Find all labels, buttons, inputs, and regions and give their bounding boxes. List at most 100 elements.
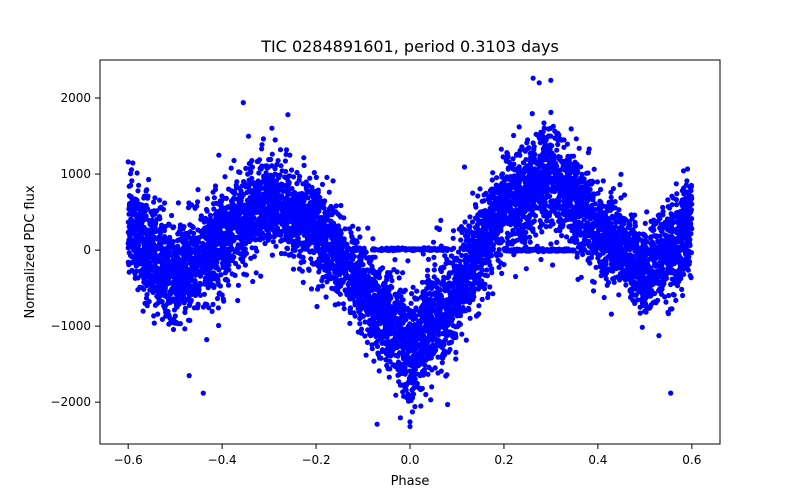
data-point bbox=[681, 191, 687, 197]
data-point bbox=[347, 320, 353, 326]
data-point bbox=[259, 146, 265, 152]
data-point bbox=[610, 276, 616, 282]
data-point bbox=[337, 291, 343, 297]
data-point bbox=[308, 256, 314, 262]
data-point bbox=[290, 266, 297, 272]
data-point bbox=[134, 170, 140, 176]
data-point bbox=[401, 393, 407, 399]
data-point bbox=[210, 301, 216, 307]
data-point bbox=[487, 262, 493, 268]
data-point bbox=[517, 152, 523, 158]
data-point bbox=[316, 284, 322, 290]
data-point bbox=[447, 260, 453, 266]
data-point bbox=[307, 175, 313, 181]
data-point bbox=[670, 195, 676, 201]
data-point bbox=[330, 178, 336, 184]
data-point bbox=[522, 221, 528, 227]
data-point bbox=[621, 192, 628, 198]
data-point bbox=[459, 331, 465, 337]
data-point bbox=[432, 262, 438, 268]
data-point bbox=[527, 239, 533, 245]
data-point bbox=[296, 266, 303, 272]
data-point bbox=[498, 146, 504, 152]
data-point bbox=[333, 203, 339, 209]
data-point bbox=[455, 249, 462, 255]
data-point bbox=[256, 157, 263, 163]
data-point bbox=[362, 333, 368, 339]
data-point bbox=[228, 165, 234, 171]
data-point bbox=[319, 181, 326, 187]
data-point bbox=[414, 288, 420, 294]
data-point bbox=[673, 297, 679, 303]
data-point bbox=[187, 317, 193, 323]
data-point bbox=[173, 319, 179, 325]
data-point bbox=[171, 307, 178, 313]
data-point bbox=[640, 231, 646, 237]
data-point bbox=[680, 168, 687, 174]
data-point bbox=[460, 304, 466, 311]
data-point bbox=[341, 306, 347, 312]
data-point bbox=[438, 217, 444, 223]
data-point bbox=[409, 409, 415, 415]
data-point bbox=[436, 226, 442, 233]
data-point bbox=[127, 171, 134, 177]
data-point bbox=[253, 270, 259, 276]
data-point bbox=[519, 144, 525, 150]
data-point bbox=[628, 294, 634, 300]
data-point bbox=[450, 323, 456, 329]
data-point bbox=[269, 252, 275, 258]
data-point bbox=[130, 160, 136, 166]
data-point bbox=[428, 397, 434, 403]
data-point bbox=[665, 197, 671, 203]
data-point bbox=[581, 217, 587, 223]
data-point bbox=[365, 225, 371, 231]
data-point bbox=[370, 236, 376, 242]
data-point bbox=[476, 303, 482, 309]
data-point bbox=[495, 257, 501, 263]
data-point bbox=[639, 324, 645, 330]
data-point bbox=[170, 256, 177, 262]
data-point bbox=[660, 209, 666, 215]
data-point bbox=[407, 419, 413, 425]
data-point bbox=[591, 279, 597, 285]
data-point bbox=[605, 227, 612, 233]
data-point bbox=[530, 211, 537, 217]
data-point bbox=[277, 147, 284, 153]
data-point bbox=[207, 212, 214, 218]
data-point bbox=[525, 137, 531, 143]
data-point bbox=[462, 219, 468, 225]
data-point bbox=[576, 145, 582, 151]
data-point bbox=[618, 171, 624, 177]
data-point bbox=[363, 352, 369, 358]
data-point bbox=[256, 170, 262, 176]
data-point bbox=[663, 299, 669, 305]
data-point bbox=[412, 404, 418, 410]
data-point bbox=[477, 186, 483, 192]
data-point bbox=[684, 178, 690, 184]
data-point bbox=[257, 237, 263, 243]
data-point bbox=[151, 313, 157, 319]
data-point bbox=[138, 272, 144, 278]
data-point bbox=[385, 366, 391, 372]
data-point bbox=[263, 170, 269, 176]
data-point bbox=[674, 191, 680, 197]
data-point bbox=[504, 150, 510, 156]
data-point bbox=[340, 301, 346, 307]
data-point bbox=[431, 254, 437, 260]
data-point bbox=[397, 415, 403, 421]
data-point bbox=[564, 234, 570, 240]
data-point bbox=[274, 162, 280, 168]
data-point bbox=[455, 323, 461, 329]
data-point bbox=[467, 214, 473, 220]
data-point bbox=[177, 225, 183, 231]
data-point bbox=[275, 158, 281, 164]
data-point bbox=[357, 234, 363, 240]
data-point bbox=[606, 233, 612, 239]
data-point bbox=[425, 267, 431, 273]
data-point bbox=[561, 144, 567, 150]
data-point bbox=[499, 172, 505, 178]
data-point bbox=[555, 211, 562, 217]
data-point bbox=[612, 199, 618, 205]
data-point bbox=[288, 251, 294, 257]
